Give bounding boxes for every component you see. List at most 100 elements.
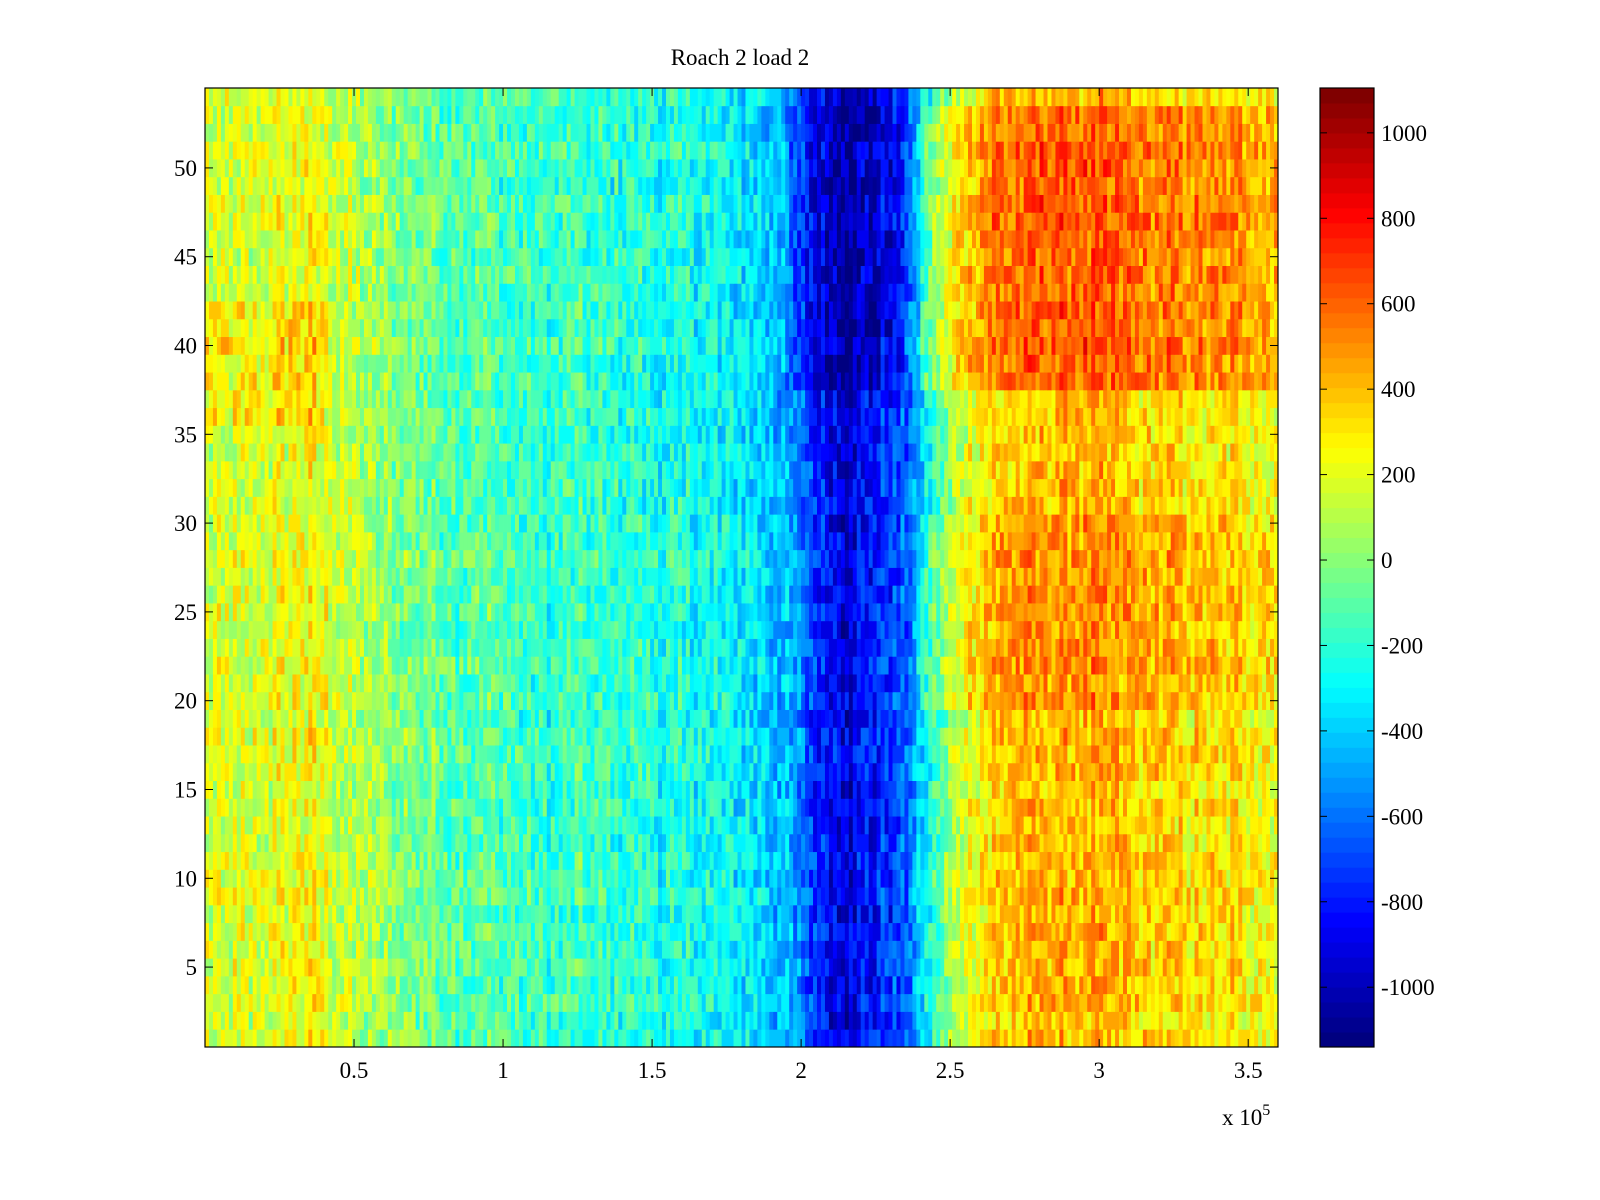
heatmap-cell [1059,816,1064,835]
heatmap-cell [586,816,591,835]
heatmap-cell [642,833,647,853]
heatmap-cell [1138,869,1144,888]
heatmap-cell [725,762,730,782]
heatmap-cell [1230,780,1235,799]
heatmap-cell [638,745,643,764]
heatmap-cell [860,727,866,746]
heatmap-cell [836,727,842,746]
heatmap-cell [936,993,941,1012]
heatmap-cell [1266,940,1271,959]
heatmap-cell [431,851,436,870]
heatmap-cell [260,1029,266,1048]
heatmap-cell [395,1029,401,1048]
heatmap-cell [304,798,309,817]
heatmap-cell [1234,975,1239,995]
heatmap-cell [626,904,631,924]
heatmap-cell [1158,798,1164,817]
heatmap-cell [852,904,858,924]
heatmap-cell [1262,1029,1267,1048]
heatmap-cell [884,798,889,817]
heatmap-cell [1194,887,1199,906]
heatmap-cell [1142,762,1148,782]
heatmap-cell [820,780,826,799]
heatmap-cell [1043,798,1048,817]
heatmap-cell [824,869,830,888]
heatmap-cell [797,922,802,941]
heatmap-cell [622,1011,627,1030]
heatmap-cell [562,798,568,817]
heatmap-cell [1039,993,1044,1012]
heatmap-cell [634,887,639,906]
heatmap-cell [817,940,822,959]
heatmap-cell [224,975,230,995]
heatmap-cell [876,851,881,870]
heatmap-cell [503,833,508,853]
heatmap-cell [284,762,289,782]
heatmap-cell [1031,851,1036,870]
heatmap-cell [312,940,317,959]
heatmap-cell [284,940,289,959]
heatmap-cell [379,1011,385,1030]
heatmap-cell [399,1029,405,1048]
heatmap-cell [216,869,222,888]
heatmap-cell [455,887,460,906]
heatmap-cell [697,922,703,941]
heatmap-cell [1182,762,1187,782]
heatmap-cell [805,975,810,995]
heatmap-cell [1134,762,1140,782]
heatmap-cell [495,887,500,906]
heatmap-cell [1043,727,1048,746]
heatmap-cell [860,975,866,995]
heatmap-cell [1035,816,1040,835]
heatmap-cell [419,887,424,906]
heatmap-cell [658,958,663,977]
heatmap-cell [526,975,532,995]
heatmap-cell [797,816,802,835]
heatmap-cell [642,762,647,782]
heatmap-cell [896,993,901,1012]
heatmap-cell [860,940,866,959]
heatmap-cell [1007,940,1013,959]
heatmap-cell [256,709,262,728]
heatmap-cell [205,798,210,817]
heatmap-cell [693,887,699,906]
heatmap-cell [658,709,663,728]
heatmap-cell [403,958,409,977]
heatmap-cell [375,851,381,870]
heatmap-cell [749,833,754,853]
heatmap-cell [991,727,997,746]
heatmap-cell [709,1029,715,1048]
chart-title: Roach 2 load 2 [671,45,810,70]
heatmap-cell [534,745,540,764]
heatmap-cell [809,1011,814,1030]
heatmap-cell [964,1029,969,1048]
heatmap-cell [805,869,810,888]
heatmap-cell [999,851,1005,870]
heatmap-cell [1051,1029,1056,1048]
heatmap-cell [284,833,289,853]
heatmap-cell [769,975,774,995]
heatmap-cell [868,922,874,941]
heatmap-cell [900,1011,905,1030]
heatmap-cell [507,975,512,995]
heatmap-cell [252,922,258,941]
heatmap-cell [1071,940,1076,959]
heatmap-cell [622,922,627,941]
heatmap-cell [423,904,428,924]
heatmap-cell [900,745,905,764]
heatmap-cell [761,1011,766,1030]
heatmap-cell [705,762,711,782]
heatmap-cell [1210,922,1215,941]
heatmap-cell [423,1029,428,1048]
heatmap-cell [705,958,711,977]
heatmap-cell [614,727,619,746]
heatmap-cell [729,958,734,977]
heatmap-cell [701,745,707,764]
heatmap-cell [1270,993,1275,1012]
heatmap-cell [677,816,683,835]
heatmap-cell [479,887,484,906]
heatmap-cell [594,904,599,924]
heatmap-cell [828,833,834,853]
heatmap-cell [1226,975,1231,995]
heatmap-cell [1154,816,1160,835]
